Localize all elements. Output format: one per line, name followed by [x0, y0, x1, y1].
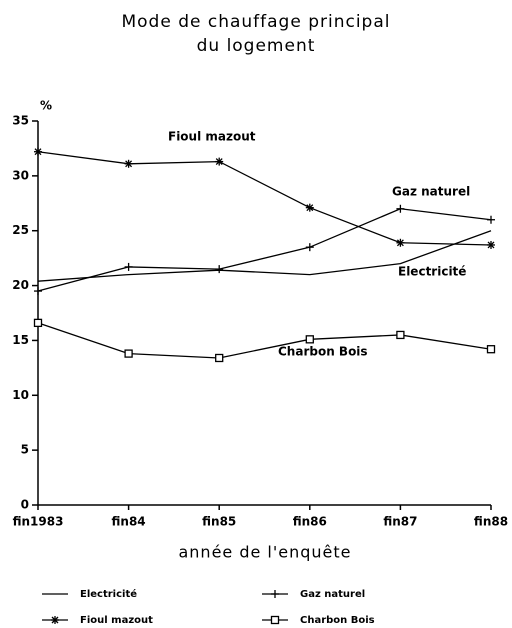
marker	[51, 616, 59, 624]
series-annotation: Fioul mazout	[168, 130, 256, 144]
series-line	[37, 208, 492, 292]
x-tick-label: fin1983	[13, 515, 64, 529]
marker	[487, 215, 495, 224]
x-tick-label: fin88	[474, 515, 508, 529]
y-tick-label: 25	[12, 223, 29, 237]
marker	[271, 590, 279, 598]
x-tick-label: fin84	[112, 515, 146, 529]
y-tick-label: 30	[12, 168, 29, 182]
marker	[34, 147, 42, 156]
series-line	[37, 322, 492, 359]
marker	[396, 330, 405, 340]
marker	[305, 203, 314, 212]
x-tick-label: fin85	[202, 515, 236, 529]
series-annotation: Electricité	[398, 265, 466, 279]
marker	[215, 157, 224, 166]
marker	[215, 353, 224, 363]
marker	[396, 238, 405, 247]
y-tick-label: 0	[21, 498, 29, 512]
marker	[124, 159, 133, 168]
marker	[34, 287, 42, 296]
marker	[215, 265, 224, 274]
series-annotation: Charbon Bois	[278, 345, 368, 359]
series-line	[37, 151, 492, 246]
marker	[305, 243, 314, 252]
series-line	[37, 230, 492, 282]
chart-title: du logement	[197, 36, 316, 56]
marker	[486, 345, 496, 354]
y-tick-label: 15	[12, 333, 29, 347]
y-tick-label: 35	[12, 114, 29, 128]
marker	[33, 318, 43, 328]
y-tick-label: 20	[12, 278, 29, 292]
x-axis-label: année de l'enquête	[178, 543, 351, 562]
legend-label: Charbon Bois	[300, 615, 375, 626]
marker	[124, 262, 133, 271]
chart-title: Mode de chauffage principal	[121, 12, 390, 32]
series-annotation: Gaz naturel	[392, 185, 470, 199]
x-tick-label: fin86	[293, 515, 327, 529]
y-tick-label: 5	[21, 443, 29, 457]
x-tick-label: fin87	[383, 515, 417, 529]
marker	[305, 335, 314, 344]
y-tick-label: 10	[12, 388, 29, 402]
legend-label: Gaz naturel	[300, 589, 365, 600]
marker	[487, 240, 495, 249]
marker	[396, 204, 405, 213]
legend-label: Fioul mazout	[80, 615, 153, 626]
y-axis-label: %	[40, 99, 52, 113]
marker	[124, 349, 133, 358]
marker	[270, 615, 280, 625]
legend-label: Electricité	[80, 588, 137, 600]
